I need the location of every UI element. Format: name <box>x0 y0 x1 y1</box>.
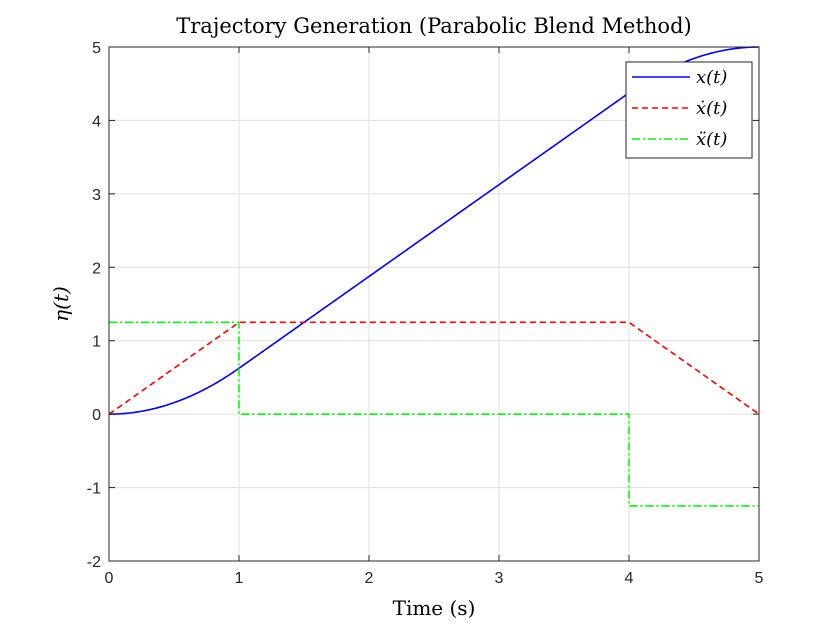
legend-label: ẍ(t) <box>696 129 727 150</box>
y-axis-label: η(t) <box>49 286 73 322</box>
y-tick-label: 5 <box>92 40 101 57</box>
series-line-2 <box>109 321 759 507</box>
x-tick-label: 3 <box>495 570 504 587</box>
y-tick-label: 2 <box>92 260 101 277</box>
y-tick-label: 4 <box>92 113 101 130</box>
x-tick-label: 1 <box>235 570 244 587</box>
legend-items: x(t) ẋ(t) ẍ(t) <box>632 67 727 150</box>
x-axis-label: Time (s) <box>393 596 476 620</box>
y-tick-label: 3 <box>92 187 101 204</box>
ticks: 0 1 2 3 4 5 -2 -1 0 1 2 3 4 5 <box>87 40 764 587</box>
x-tick-label: 0 <box>105 570 114 587</box>
y-tick-label: -1 <box>87 481 101 498</box>
x-tick-label: 4 <box>625 570 634 587</box>
legend-label: x(t) <box>696 67 727 88</box>
legend: x(t) ẋ(t) ẍ(t) <box>625 61 753 159</box>
legend-label: ẋ(t) <box>696 98 727 119</box>
chart-title: Trajectory Generation (Parabolic Blend M… <box>176 14 691 38</box>
x-tick-label: 5 <box>755 570 764 587</box>
series-line-1 <box>108 321 760 415</box>
legend-box <box>625 61 753 159</box>
y-tick-label: 1 <box>92 334 101 351</box>
y-tick-label: -2 <box>87 554 101 571</box>
axes-box <box>108 46 760 562</box>
x-tick-label: 2 <box>365 570 374 587</box>
y-tick-label: 0 <box>92 407 101 424</box>
